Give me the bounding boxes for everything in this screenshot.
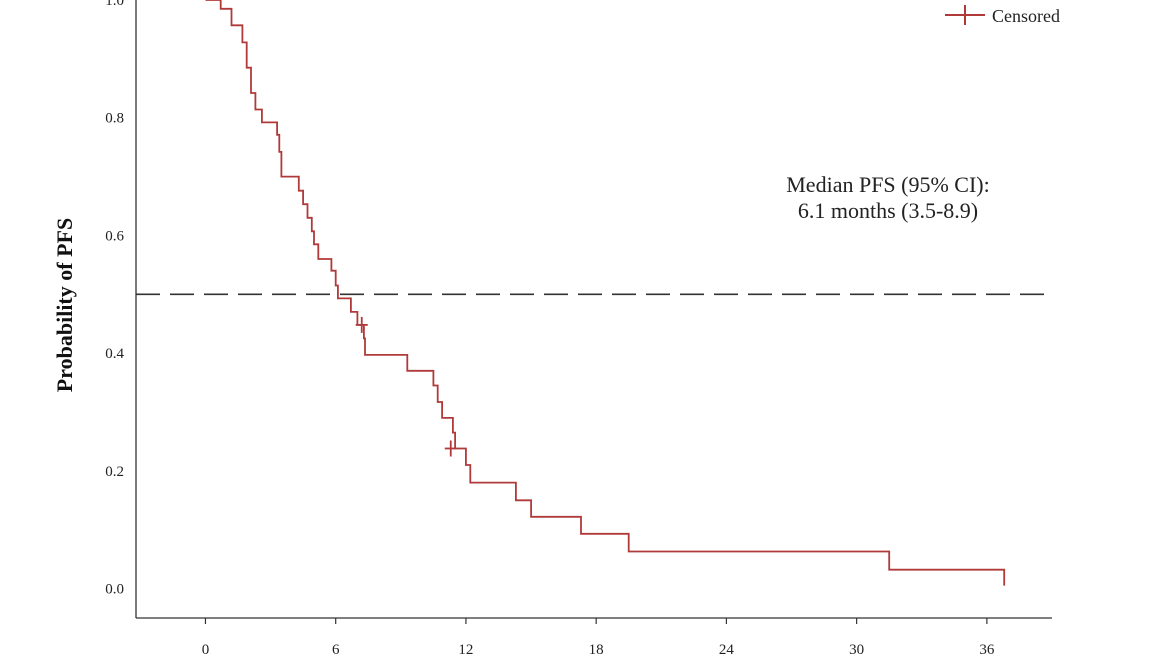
x-tick-label: 24 [719,642,735,658]
x-tick-label: 30 [849,642,864,658]
x-tick-label: 0 [202,642,210,658]
annotation-line-2: 6.1 months (3.5-8.9) [798,198,978,223]
y-tick-label: 1.0 [105,0,124,9]
x-tick-label: 18 [589,642,604,658]
x-tick-label: 12 [458,642,473,658]
y-tick-label: 0.6 [105,228,124,244]
axes: 0 6 12 18 24 30 36 0.0 0.2 0.4 0.6 0.8 1.0 [105,0,1052,658]
x-tick-label: 36 [979,642,995,658]
annotation-line-1: Median PFS (95% CI): [786,172,990,197]
y-tick-label: 0.8 [105,111,124,127]
survival-curve [205,0,1006,586]
series-layer [205,0,1006,586]
x-tick-label: 6 [332,642,340,658]
y-tick-label: 0.4 [105,346,124,362]
y-tick-label: 0.0 [105,582,124,598]
y-axis-title: Probability of PFS [52,218,77,392]
y-tick-label: 0.2 [105,464,124,480]
annotation-median-pfs: Median PFS (95% CI): 6.1 months (3.5-8.9… [786,172,990,223]
legend: Censored [945,5,1060,26]
legend-entry-censored: Censored [992,6,1060,26]
